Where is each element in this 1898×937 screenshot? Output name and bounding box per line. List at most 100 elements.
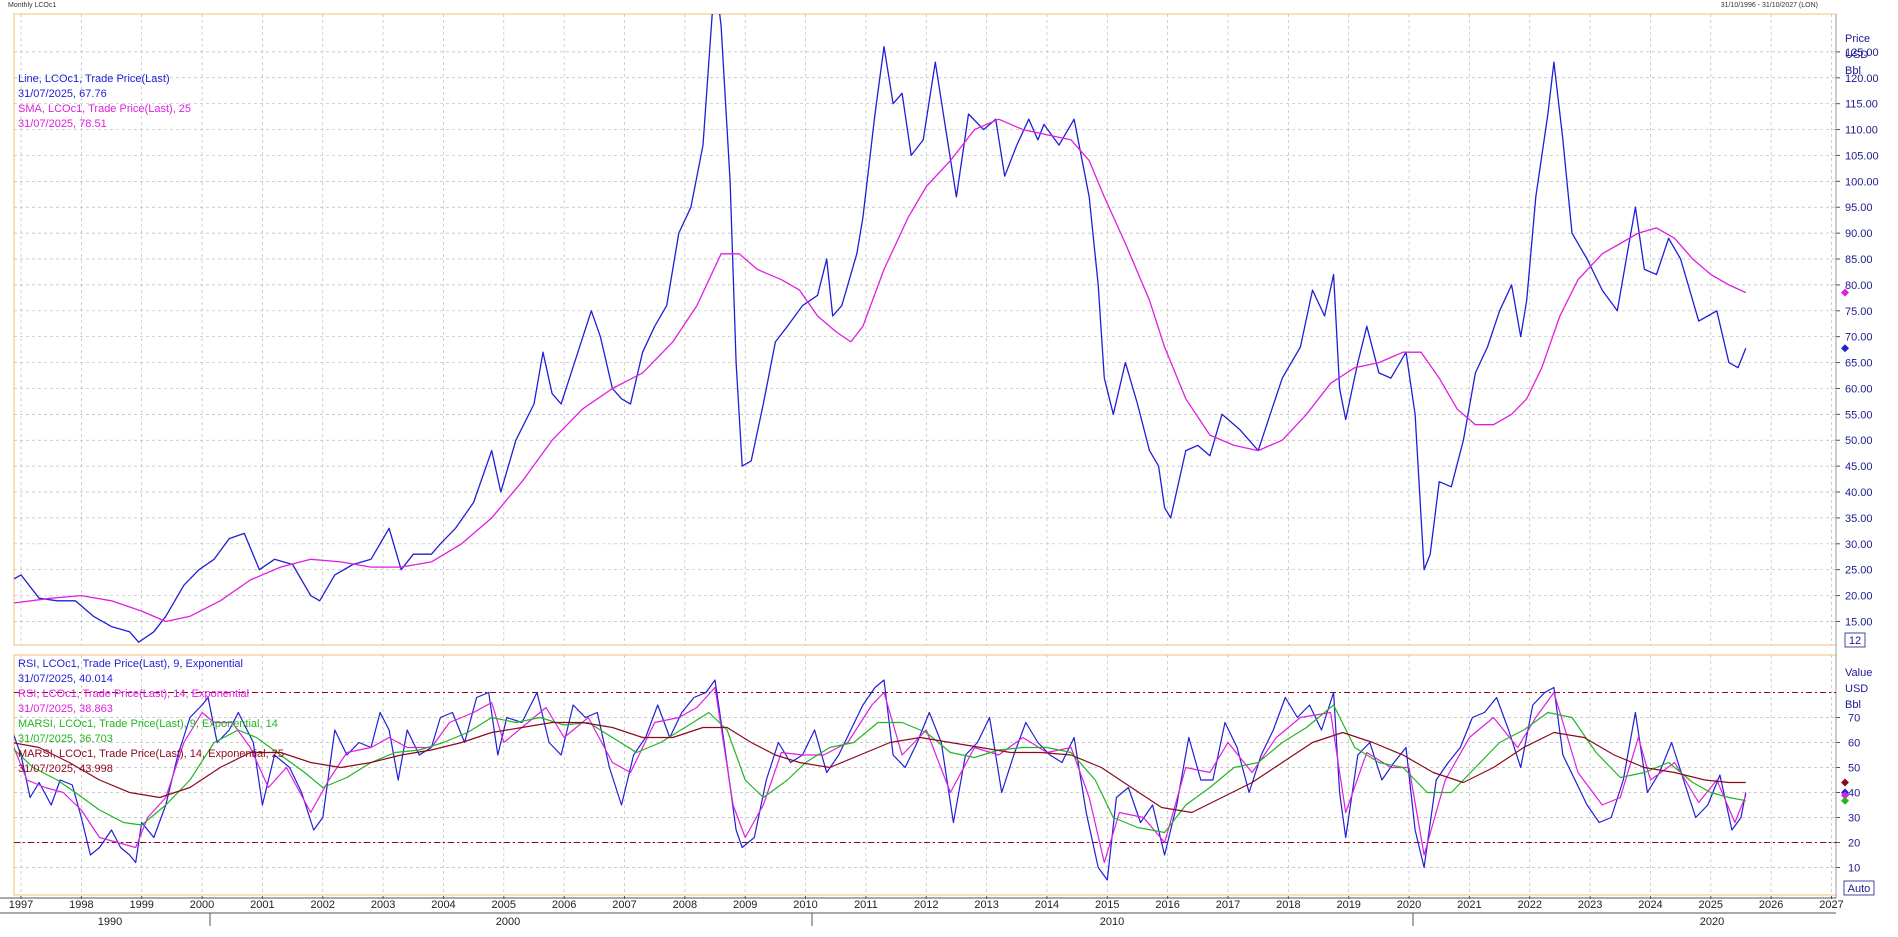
rsi-legend-line: MARSI, LCOc1, Trade Price(Last), 14, Exp… bbox=[18, 748, 284, 760]
price-tick-label: 15.00 bbox=[1845, 616, 1873, 628]
price-tick-label: 25.00 bbox=[1845, 565, 1873, 577]
price-tick-label: 60.00 bbox=[1845, 383, 1873, 395]
rsi-series-group bbox=[14, 679, 1747, 881]
rsi-legend-line: RSI, LCOc1, Trade Price(Last), 14, Expon… bbox=[18, 688, 249, 700]
rsi-tick-label: 10 bbox=[1848, 863, 1860, 875]
x-year-label: 2015 bbox=[1095, 899, 1119, 911]
rsi-axis-title: Bbl bbox=[1845, 699, 1861, 711]
rsi-legend-line: 31/07/2025, 40.014 bbox=[18, 673, 113, 685]
window-header: Monthly LCOc1 31/10/1996 - 31/10/2027 (L… bbox=[0, 0, 1898, 12]
x-year-label: 2021 bbox=[1457, 899, 1481, 911]
price-tick-label: 20.00 bbox=[1845, 591, 1873, 603]
x-year-label: 2025 bbox=[1699, 899, 1723, 911]
x-year-label: 2003 bbox=[371, 899, 395, 911]
price-tick-label: 95.00 bbox=[1845, 202, 1873, 214]
x-year-label: 2011 bbox=[854, 899, 878, 911]
rsi-legend-line: RSI, LCOc1, Trade Price(Last), 9, Expone… bbox=[18, 658, 243, 670]
price-tick-label: 30.00 bbox=[1845, 539, 1873, 551]
x-year-label: 2024 bbox=[1638, 899, 1662, 911]
price-tick-label: 120.00 bbox=[1845, 73, 1879, 85]
rsi-series-3 bbox=[14, 721, 1746, 814]
x-year-label: 2016 bbox=[1155, 899, 1179, 911]
rsi-panel-frame bbox=[13, 654, 1837, 896]
rsi-legend-line: 31/07/2025, 36.703 bbox=[18, 733, 113, 745]
x-year-label: 2013 bbox=[974, 899, 998, 911]
x-decade-label: 1990 bbox=[98, 916, 122, 928]
rsi-axis-title: Value bbox=[1845, 667, 1872, 679]
rsi-tick-label: 50 bbox=[1848, 763, 1860, 775]
x-year-label: 2006 bbox=[552, 899, 576, 911]
price-axis-title: USD bbox=[1845, 49, 1868, 61]
price-badge: 12 bbox=[1849, 635, 1861, 647]
x-year-label: 1999 bbox=[129, 899, 153, 911]
price-tick-label: 115.00 bbox=[1845, 99, 1878, 111]
x-year-label: 2020 bbox=[1397, 899, 1421, 911]
price-tick-label: 110.00 bbox=[1845, 125, 1878, 137]
price-tick-label: 80.00 bbox=[1845, 280, 1873, 292]
x-year-label: 2023 bbox=[1578, 899, 1602, 911]
price-tick-label: 90.00 bbox=[1845, 228, 1873, 240]
rsi-axis-title: USD bbox=[1845, 683, 1868, 695]
rsi-tick-label: 30 bbox=[1848, 813, 1860, 825]
rsi-tick-label: 20 bbox=[1848, 838, 1860, 850]
price-tick-label: 35.00 bbox=[1845, 513, 1873, 525]
price-tick-label: 125.00 bbox=[1845, 47, 1879, 59]
price-tick-label: 65.00 bbox=[1845, 358, 1873, 370]
rsi-legend-line: 31/07/2025, 43.998 bbox=[18, 763, 113, 775]
rsi-legend-line: MARSI, LCOc1, Trade Price(Last), 9, Expo… bbox=[18, 718, 278, 730]
x-year-label: 2017 bbox=[1216, 899, 1240, 911]
price-tick-label: 70.00 bbox=[1845, 332, 1873, 344]
price-tick-label: 40.00 bbox=[1845, 487, 1873, 499]
price-series-1 bbox=[14, 118, 1747, 623]
price-tick-label: 55.00 bbox=[1845, 409, 1873, 421]
rsi-badge-box bbox=[1843, 880, 1875, 896]
x-year-label: 2001 bbox=[250, 899, 274, 911]
rsi-last-value-marker bbox=[1841, 778, 1849, 787]
window-date-range: 31/10/1996 - 31/10/2027 (LON) bbox=[1720, 2, 1818, 9]
price-legend-line: 31/07/2025, 78.51 bbox=[18, 118, 107, 130]
rsi-series-1 bbox=[14, 686, 1747, 864]
price-tick-label: 100.00 bbox=[1845, 176, 1879, 188]
x-year-label: 2014 bbox=[1035, 899, 1059, 911]
rsi-tick-label: 70 bbox=[1848, 713, 1860, 725]
rsi-legend-line: 31/07/2025, 38.863 bbox=[18, 703, 113, 715]
price-tick-label: 75.00 bbox=[1845, 306, 1873, 318]
price-panel-frame bbox=[13, 13, 1837, 646]
price-last-value-marker bbox=[1841, 288, 1849, 297]
rsi-tick-label: 40 bbox=[1848, 788, 1860, 800]
price-legend-line: Line, LCOc1, Trade Price(Last) bbox=[18, 73, 170, 85]
price-series-0 bbox=[14, 14, 1747, 643]
price-legend-line: 31/07/2025, 67.76 bbox=[18, 88, 107, 100]
x-year-label: 2018 bbox=[1276, 899, 1300, 911]
price-last-value-marker bbox=[1841, 344, 1849, 353]
x-year-label: 2022 bbox=[1518, 899, 1542, 911]
price-series-group bbox=[14, 14, 1747, 643]
x-year-label: 2004 bbox=[431, 899, 455, 911]
x-year-label: 2007 bbox=[612, 899, 636, 911]
x-year-label: 2009 bbox=[733, 899, 757, 911]
x-year-label: 2002 bbox=[311, 899, 335, 911]
x-decade-label: 2000 bbox=[496, 916, 520, 928]
price-tick-label: 50.00 bbox=[1845, 435, 1873, 447]
price-tick-label: 85.00 bbox=[1845, 254, 1873, 266]
rsi-last-value-marker bbox=[1841, 791, 1849, 800]
price-badge-box bbox=[1844, 632, 1866, 648]
rsi-last-value-marker bbox=[1841, 796, 1849, 805]
rsi-badge: Auto bbox=[1848, 883, 1871, 895]
x-year-label: 2000 bbox=[190, 899, 214, 911]
x-year-label: 1998 bbox=[69, 899, 93, 911]
price-axis-title: Bbl bbox=[1845, 65, 1861, 77]
x-year-label: 2010 bbox=[793, 899, 817, 911]
x-year-label: 1997 bbox=[9, 899, 33, 911]
window-title: Monthly LCOc1 bbox=[8, 2, 57, 9]
price-axis-title: Price bbox=[1845, 33, 1870, 45]
x-year-label: 2019 bbox=[1336, 899, 1360, 911]
x-year-label: 2005 bbox=[492, 899, 516, 911]
x-year-label: 2027 bbox=[1819, 899, 1843, 911]
x-year-label: 2008 bbox=[673, 899, 697, 911]
x-year-label: 2012 bbox=[914, 899, 938, 911]
x-year-label: 2026 bbox=[1759, 899, 1783, 911]
price-tick-label: 105.00 bbox=[1845, 150, 1879, 162]
